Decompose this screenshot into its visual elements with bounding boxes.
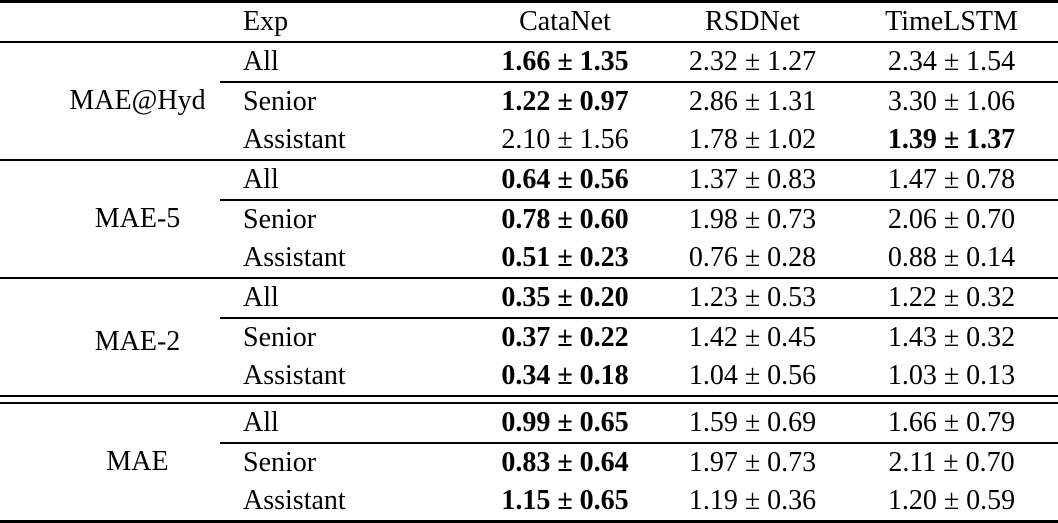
value-cell: 1.20 ± 0.59 — [887, 485, 1016, 516]
value-cell: 0.99 ± 0.65 — [470, 403, 660, 444]
value-cell: 2.32 ± 1.27 — [660, 42, 845, 83]
value-cell: 3.30 ± 1.06 — [887, 86, 1016, 117]
value-cell: 1.22 ± 0.32 — [845, 278, 1058, 319]
value-cell: 1.43 ± 0.32 — [887, 322, 1016, 353]
exp-cell: Senior — [243, 447, 317, 478]
value-cell: 0.51 ± 0.23 — [470, 239, 660, 279]
exp-cell: Senior — [243, 204, 317, 235]
metric-group-label: MAE@Hyd — [0, 42, 220, 161]
table-row: MAE-2 All 0.35 ± 0.20 1.23 ± 0.53 1.22 ±… — [0, 278, 1058, 397]
exp-cell: Senior — [243, 86, 317, 117]
header-cell-rsdnet: RSDNet — [660, 1, 845, 43]
value-cell: 2.86 ± 1.31 — [688, 86, 817, 117]
table-row: Senior 0.37 ± 0.22 1.42 ± 0.45 1.43 ± 0.… — [0, 318, 1058, 357]
double-rule-spacer — [0, 396, 1058, 404]
value-cell: 1.97 ± 0.73 — [688, 447, 817, 478]
header-row: Exp CataNet RSDNet TimeLSTM — [0, 1, 1058, 43]
value-cell: 0.88 ± 0.14 — [845, 239, 1058, 279]
value-cell: 0.83 ± 0.64 — [501, 447, 629, 478]
exp-cell: Assistant — [220, 239, 470, 279]
value-cell: 2.11 ± 0.70 — [888, 447, 1015, 478]
table-row: MAE-5 All 0.64 ± 0.56 1.37 ± 0.83 1.47 ±… — [0, 160, 1058, 279]
value-cell: 1.19 ± 0.36 — [688, 485, 817, 516]
value-cell: 1.15 ± 0.65 — [501, 485, 629, 516]
value-cell: 0.34 ± 0.18 — [470, 357, 660, 397]
value-cell: 1.22 ± 0.97 — [501, 86, 629, 117]
exp-cell: Assistant — [243, 485, 346, 516]
value-cell: 0.76 ± 0.28 — [660, 239, 845, 279]
value-cell: 2.06 ± 0.70 — [887, 204, 1016, 235]
exp-cell: Assistant — [220, 357, 470, 397]
exp-cell: Assistant — [220, 121, 470, 161]
value-cell: 0.37 ± 0.22 — [501, 322, 629, 353]
metric-group-label: MAE — [106, 446, 169, 477]
value-cell: 1.23 ± 0.53 — [660, 278, 845, 319]
table-row: MAE All 0.99 ± 0.65 1.59 ± 0.69 1.66 ± 0… — [0, 403, 1058, 477]
value-cell: 0.64 ± 0.56 — [470, 160, 660, 201]
value-cell: 1.66 ± 1.35 — [470, 42, 660, 83]
value-cell: 0.78 ± 0.60 — [501, 204, 629, 235]
value-cell: 2.10 ± 1.56 — [470, 121, 660, 161]
value-cell: 2.34 ± 1.54 — [845, 42, 1058, 83]
value-cell: 1.39 ± 1.37 — [845, 121, 1058, 161]
double-rule-line — [0, 396, 1058, 404]
value-cell: 1.78 ± 1.02 — [660, 121, 845, 161]
exp-cell: All — [220, 42, 470, 83]
value-cell: 1.42 ± 0.45 — [688, 322, 817, 353]
table-row: Assistant 0.51 ± 0.23 0.76 ± 0.28 0.88 ±… — [0, 239, 1058, 279]
exp-cell: All — [220, 278, 470, 319]
header-cell-timelstm: TimeLSTM — [845, 1, 1058, 43]
header-cell-exp: Exp — [220, 1, 470, 43]
table-row: Assistant 2.10 ± 1.56 1.78 ± 1.02 1.39 ±… — [0, 121, 1058, 161]
exp-cell: All — [220, 160, 470, 201]
table-row: Senior 1.22 ± 0.97 2.86 ± 1.31 3.30 ± 1.… — [0, 82, 1058, 121]
value-cell: 1.04 ± 0.56 — [660, 357, 845, 397]
exp-cell: All — [220, 403, 470, 444]
table-row: MAE@Hyd All 1.66 ± 1.35 2.32 ± 1.27 2.34… — [0, 42, 1058, 161]
value-cell: 1.98 ± 0.73 — [688, 204, 817, 235]
table-row: Senior 0.83 ± 0.64 1.97 ± 0.73 2.11 ± 0.… — [0, 443, 1058, 482]
metric-group-label: MAE-5 — [0, 160, 220, 279]
value-cell: 1.66 ± 0.79 — [845, 403, 1058, 444]
table-row: Assistant 1.15 ± 0.65 1.19 ± 0.36 1.20 ±… — [0, 482, 1058, 522]
exp-cell: Senior — [243, 322, 317, 353]
value-cell: 0.35 ± 0.20 — [470, 278, 660, 319]
table-row: Senior 0.78 ± 0.60 1.98 ± 0.73 2.06 ± 0.… — [0, 200, 1058, 239]
value-cell: 1.47 ± 0.78 — [845, 160, 1058, 201]
header-cell-catanet: CataNet — [470, 1, 660, 43]
header-cell-blank — [0, 1, 220, 43]
table-row: Assistant 0.34 ± 0.18 1.04 ± 0.56 1.03 ±… — [0, 357, 1058, 397]
value-cell: 1.59 ± 0.69 — [660, 403, 845, 444]
value-cell: 1.03 ± 0.13 — [845, 357, 1058, 397]
value-cell: 1.37 ± 0.83 — [660, 160, 845, 201]
metric-group-label: MAE-2 — [0, 278, 220, 397]
